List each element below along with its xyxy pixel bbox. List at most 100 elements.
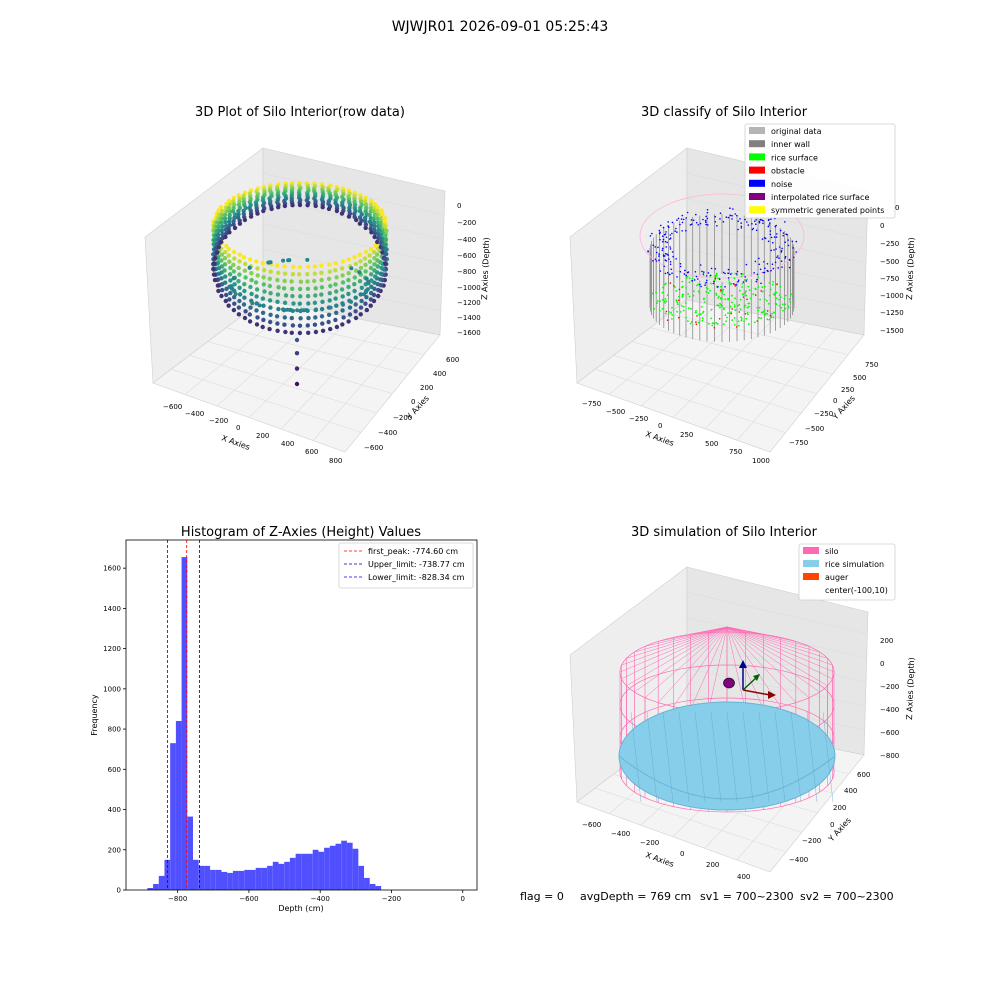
rice-surface-point <box>715 322 717 324</box>
raw-point <box>232 202 237 207</box>
obstacle-point <box>713 327 716 329</box>
histogram-bar <box>181 557 188 890</box>
raw-point <box>227 230 232 235</box>
outlier-point <box>294 366 300 371</box>
raw-point <box>267 276 272 281</box>
raw-point <box>372 262 377 267</box>
rice-surface-point <box>663 300 666 303</box>
noise-point <box>691 280 694 282</box>
raw-point <box>339 287 345 292</box>
simulation-legend: silo rice simulation auger center(-100,10) <box>798 543 896 601</box>
panel-histogram: Histogram of Z-Axies (Height) Values −80… <box>90 525 478 913</box>
obstacle-point <box>734 283 736 286</box>
raw-point <box>261 208 266 214</box>
rice-surface-point <box>688 295 691 298</box>
raw-point <box>305 272 310 277</box>
axis-arrow-z-head <box>739 660 747 668</box>
raw-point <box>289 330 294 335</box>
noise-point <box>761 219 763 221</box>
noise-point <box>753 272 755 274</box>
p4-x-tick: 0 <box>680 850 684 858</box>
silo-roof-wire <box>634 626 728 693</box>
raw-point <box>260 310 266 315</box>
rice-surface-point <box>747 323 750 326</box>
noise-point <box>705 223 707 226</box>
raw-point <box>362 199 368 204</box>
y-tick-label: 0 <box>117 887 121 895</box>
rice-surface-point <box>744 292 747 294</box>
noise-point <box>724 272 726 275</box>
p2-z-tick: −1500 <box>880 327 904 335</box>
raw-point <box>274 314 280 319</box>
rice-surface-point <box>707 292 710 294</box>
raw-point <box>349 266 354 271</box>
y-tick-label: 1600 <box>103 565 121 573</box>
noise-point <box>767 240 770 243</box>
rice-surface-point <box>693 290 695 292</box>
panel-raw-data-3d: 3D Plot of Silo Interior(row data) −600 … <box>144 105 491 465</box>
noise-point <box>742 281 745 283</box>
legend-swatch <box>803 547 819 554</box>
raw-point <box>228 278 233 283</box>
noise-point <box>686 211 689 214</box>
raw-point <box>231 276 236 281</box>
noise-point <box>694 271 697 273</box>
raw-point <box>375 205 380 210</box>
panel-classify-axes-box <box>569 147 869 453</box>
rice-surface-point <box>749 297 752 300</box>
raw-point <box>248 284 253 290</box>
outlier-point <box>294 351 300 356</box>
rice-surface-point <box>733 317 736 319</box>
x-tick-label: −800 <box>168 895 187 903</box>
grid-line <box>686 617 868 659</box>
noise-point <box>762 271 764 274</box>
p1-y-tick: −600 <box>364 444 383 452</box>
noise-point <box>736 270 739 273</box>
raw-point <box>261 275 266 280</box>
rice-surface-point <box>691 277 694 280</box>
rice-surface-point <box>681 296 684 298</box>
raw-point <box>327 262 332 267</box>
noise-point <box>665 231 667 233</box>
raw-point <box>283 293 289 298</box>
noise-point <box>693 279 696 281</box>
raw-point <box>260 324 265 330</box>
noise-point <box>769 222 771 224</box>
noise-point <box>768 224 770 226</box>
figure-suptitle: WJWJR01 2026-09-01 05:25:43 <box>392 19 609 35</box>
rice-surface-point <box>716 322 719 325</box>
histogram-bar <box>358 865 365 890</box>
obstacle-point <box>746 298 748 301</box>
noise-point <box>661 247 664 250</box>
rice-surface-point <box>779 285 782 288</box>
raw-point <box>328 283 333 289</box>
p1-z-tick: −800 <box>457 268 476 276</box>
noise-point <box>760 282 762 285</box>
noise-point <box>676 276 678 278</box>
grid-line <box>668 313 849 355</box>
histogram-bar <box>198 865 205 890</box>
rice-surface-point <box>708 322 710 325</box>
p4-z-tick: −200 <box>880 683 899 691</box>
raw-point-cloud <box>210 180 389 336</box>
raw-point <box>314 307 318 312</box>
rice-surface-point <box>698 292 701 294</box>
rice-surface-point <box>685 277 688 279</box>
noise-point <box>745 263 748 266</box>
raw-point <box>334 289 339 294</box>
noise-point <box>772 241 774 244</box>
raw-point <box>363 219 368 224</box>
legend-label: obstacle <box>771 167 805 176</box>
rice-surface-point <box>780 306 783 309</box>
histogram-bar <box>324 847 330 890</box>
rice-surface-point <box>773 311 775 314</box>
raw-point <box>347 312 353 317</box>
raw-point <box>287 307 292 312</box>
silo-roof-wire <box>658 626 728 703</box>
noise-point <box>792 247 794 249</box>
legend-label: rice simulation <box>825 560 884 569</box>
rice-mesh-line <box>710 711 722 803</box>
raw-point <box>282 203 288 209</box>
rice-surface-point <box>697 290 700 293</box>
noise-point <box>681 214 684 217</box>
